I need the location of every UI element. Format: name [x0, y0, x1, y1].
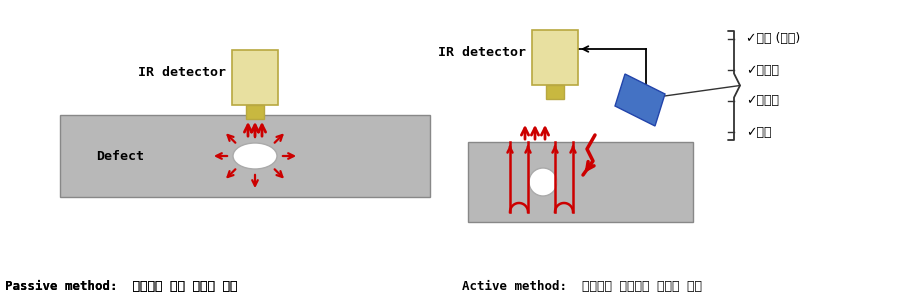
Text: ✓진동: ✓진동 — [746, 126, 772, 138]
Text: ✓광원 (램프): ✓광원 (램프) — [746, 32, 800, 45]
Text: Defect: Defect — [96, 149, 144, 162]
Text: Active method:  에너지를 입사하고 반응을 측정: Active method: 에너지를 입사하고 반응을 측정 — [462, 280, 702, 293]
FancyBboxPatch shape — [468, 142, 693, 222]
Text: Passive method:  대상체의 자체 발열을 측정: Passive method: 대상체의 자체 발열을 측정 — [5, 280, 238, 293]
Circle shape — [529, 168, 557, 196]
FancyBboxPatch shape — [532, 29, 578, 85]
Text: IR detector: IR detector — [438, 47, 526, 59]
Ellipse shape — [233, 143, 277, 169]
FancyBboxPatch shape — [546, 85, 564, 99]
Text: IR detector: IR detector — [138, 67, 226, 80]
Text: ✓초음파: ✓초음파 — [746, 64, 779, 77]
Text: Passive method:  대상체의 자체 발열을 측정: Passive method: 대상체의 자체 발열을 측정 — [5, 280, 238, 293]
FancyBboxPatch shape — [246, 105, 264, 119]
Text: ✓외전류: ✓외전류 — [746, 94, 779, 108]
FancyBboxPatch shape — [232, 50, 278, 105]
Polygon shape — [615, 74, 665, 126]
FancyBboxPatch shape — [60, 115, 430, 197]
